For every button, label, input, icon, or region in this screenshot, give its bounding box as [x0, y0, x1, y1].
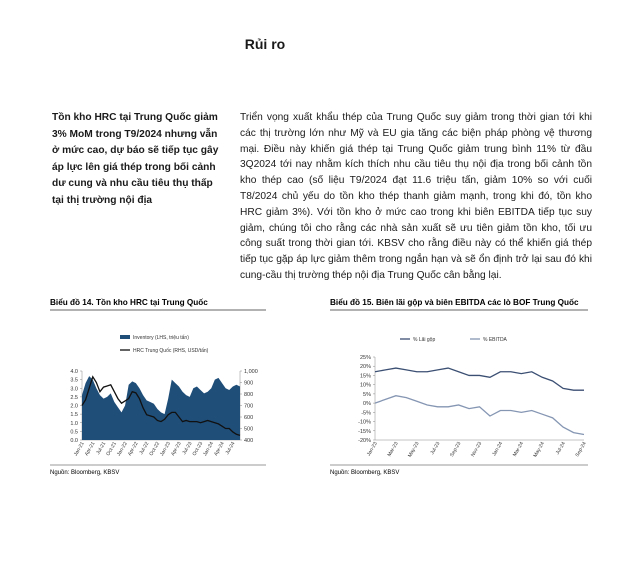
y-tick-label: -10%: [358, 420, 371, 426]
x-tick-label: Nov-23: [470, 441, 483, 458]
y-tick-label: -5%: [361, 410, 371, 416]
sidebar-summary: Tồn kho HRC tại Trung Quốc giảm 3% MoM t…: [52, 112, 219, 206]
legend-swatch: [120, 335, 130, 339]
legend-label: % Lãi gộp: [413, 337, 435, 343]
y-tick-label: 5%: [363, 392, 371, 398]
x-tick-label: Apr-22: [127, 441, 140, 457]
x-tick-label: Sep-23: [449, 441, 462, 458]
y2-tick-label: 500: [244, 427, 253, 433]
x-tick-label: Mar-24: [512, 441, 525, 458]
y2-tick-label: 900: [244, 381, 253, 387]
y-tick-label: -20%: [358, 438, 371, 444]
body-text: Triển vọng xuất khẩu thép của Trung Quốc…: [240, 112, 592, 281]
x-tick-label: Apr-23: [170, 441, 183, 457]
x-tick-label: May-23: [407, 441, 421, 459]
y-tick-label: -15%: [358, 429, 371, 435]
y-tick-label: 1.5: [70, 412, 78, 418]
chart-title: Biểu đồ 15. Biên lãi gộp và biên EBITDA …: [330, 297, 579, 307]
y-tick-label: 3.5: [70, 378, 78, 384]
x-tick-label: Apr-21: [84, 441, 97, 457]
y-tick-label: 2.0: [70, 404, 78, 410]
y2-tick-label: 600: [244, 415, 253, 421]
y2-tick-label: 700: [244, 404, 253, 410]
y2-tick-label: 800: [244, 392, 253, 398]
y-tick-label: 0.5: [70, 429, 78, 435]
y-tick-label: 3.0: [70, 386, 78, 392]
y-tick-label: 25%: [360, 355, 371, 361]
x-tick-label: Apr-24: [213, 441, 226, 457]
line: [374, 367, 584, 391]
y-tick-label: 10%: [360, 383, 371, 389]
chart-source: Nguồn: Bloomberg, KBSV: [330, 470, 399, 476]
y2-tick-label: 1,000: [244, 369, 258, 375]
y-tick-label: 1.0: [70, 421, 78, 427]
y-tick-label: 15%: [360, 373, 371, 379]
y-tick-label: 0%: [363, 401, 371, 407]
legend-label: % EBITDA: [483, 337, 508, 343]
chart-source: Nguồn: Bloomberg, KBSV: [50, 470, 119, 476]
y-tick-label: 20%: [360, 364, 371, 370]
y-tick-label: 2.5: [70, 395, 78, 401]
x-tick-label: Jul-23: [429, 441, 441, 456]
section-title: Rủi ro: [244, 36, 286, 52]
legend-label: Inventory (LHS, triệu tấn): [133, 335, 189, 341]
x-tick-label: May-24: [532, 441, 546, 459]
line: [81, 375, 241, 437]
y-tick-label: 0.0: [70, 438, 78, 444]
chart-title: Biểu đồ 14. Tồn kho HRC tại Trung Quốc: [50, 297, 208, 307]
area: [82, 376, 240, 440]
x-tick-label: Mar-23: [387, 441, 400, 458]
line: [374, 395, 585, 436]
x-tick-label: Jan-24: [491, 441, 504, 457]
y-tick-label: 4.0: [70, 369, 78, 375]
x-tick-label: Sep-24: [574, 441, 587, 458]
legend-label: HRC Trung Quốc (RHS, USD/tấn): [133, 348, 209, 354]
x-tick-label: Jul-24: [225, 441, 237, 456]
y2-tick-label: 400: [244, 438, 253, 444]
x-tick-label: Jul-24: [555, 441, 567, 456]
